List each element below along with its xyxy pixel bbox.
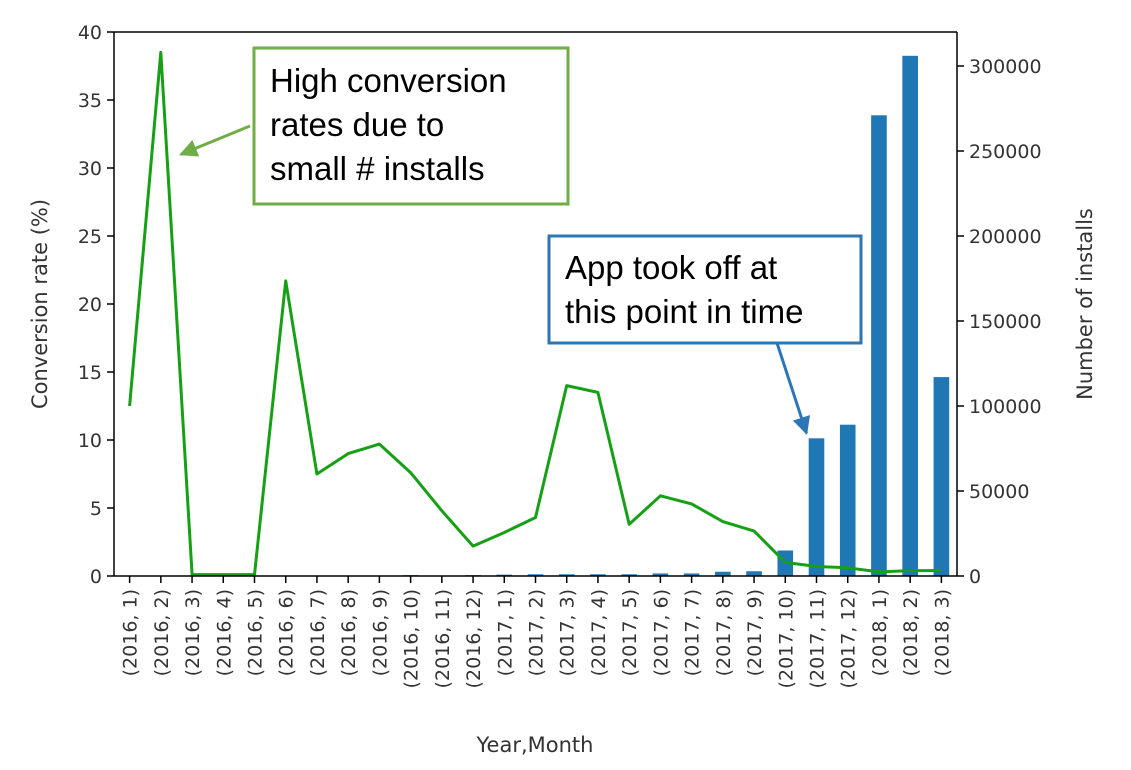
x-tick-label: (2016, 3) xyxy=(182,589,204,676)
annotation-arrow xyxy=(179,124,251,157)
x-tick-label: (2017, 2) xyxy=(526,589,548,676)
x-tick-label: (2017, 7) xyxy=(682,589,704,676)
annotation-text-line: this point in time xyxy=(565,293,803,330)
x-tick-label: (2016, 5) xyxy=(245,589,267,676)
left-y-tick-label: 30 xyxy=(78,158,102,180)
x-tick-label: (2018, 2) xyxy=(900,589,922,676)
x-tick-label: (2016, 7) xyxy=(307,589,329,676)
x-tick-label: (2017, 12) xyxy=(838,589,860,688)
annotation-box xyxy=(252,46,570,206)
annotations: High conversion rates due to small # insta… xyxy=(179,46,863,435)
left-y-tick-label: 20 xyxy=(78,294,102,316)
left-y-tick-label: 35 xyxy=(78,90,102,112)
right-y-axis-title: Number of installs xyxy=(1073,208,1097,400)
x-tick-label: (2016, 11) xyxy=(432,589,454,688)
x-tick-label: (2017, 3) xyxy=(557,589,579,676)
x-tick-label: (2016, 6) xyxy=(276,589,298,676)
x-tick-label: (2016, 8) xyxy=(338,589,360,676)
annotation-text-line: rates due to xyxy=(270,106,444,143)
installs-bar xyxy=(715,571,731,576)
x-tick-label: (2017, 1) xyxy=(494,589,516,676)
installs-bar xyxy=(652,573,669,576)
installs-bar xyxy=(902,55,918,577)
installs-bar xyxy=(839,424,856,576)
installs-bars xyxy=(402,55,950,577)
installs-bar xyxy=(871,115,887,577)
x-tick-label: (2017, 4) xyxy=(588,589,610,676)
x-tick-label: (2016, 12) xyxy=(463,589,485,688)
x-tick-label: (2016, 1) xyxy=(120,589,142,676)
annotation-box xyxy=(547,234,863,345)
left-y-tick-label: 15 xyxy=(78,362,102,384)
right-y-tick-label: 200000 xyxy=(969,226,1042,248)
x-tick-label: (2017, 6) xyxy=(650,589,672,676)
right-y-tick-label: 50000 xyxy=(969,481,1029,503)
installs-bar xyxy=(590,574,606,576)
x-tick-label: (2017, 5) xyxy=(619,589,641,676)
x-tick-label: (2016, 9) xyxy=(369,589,391,676)
right-y-tick-label: 100000 xyxy=(969,396,1042,418)
conversion-rate-line-group xyxy=(128,50,942,577)
annotation-text-line: small # installs xyxy=(270,150,485,187)
x-tick-label: (2017, 9) xyxy=(744,589,766,676)
x-tick-label: (2017, 8) xyxy=(713,589,735,676)
x-tick-labels: (2016, 1) (2016, 2) (2016, 3) (2016, 4) (201… xyxy=(120,576,953,688)
left-y-tick-label: 25 xyxy=(78,226,102,248)
x-tick-label: (2018, 1) xyxy=(869,589,891,676)
x-tick-label: (2018, 3) xyxy=(931,589,953,676)
left-y-tick-label: 10 xyxy=(78,430,102,452)
annotation-arrow xyxy=(775,342,811,435)
installs-bar xyxy=(683,573,700,576)
conversion-rate-line xyxy=(128,50,942,577)
x-tick-label: (2017, 10) xyxy=(775,589,797,688)
annotation-text-line: High conversion xyxy=(270,62,507,99)
installs-bar xyxy=(933,377,950,576)
x-axis-title: Year,Month xyxy=(476,733,594,757)
installs-bar xyxy=(808,438,825,576)
x-tick-label: (2016, 4) xyxy=(213,589,235,676)
left-y-tick-label: 40 xyxy=(78,22,102,44)
left-y-axis-title: Conversion rate (%) xyxy=(28,199,52,409)
left-y-tick-label: 0 xyxy=(90,566,102,588)
installs-bar xyxy=(527,574,544,576)
installs-bar xyxy=(746,571,762,576)
right-y-tick-label: 0 xyxy=(969,566,981,588)
x-tick-label: (2017, 11) xyxy=(807,589,829,688)
right-y-tick-label: 250000 xyxy=(969,141,1042,163)
x-tick-label: (2016, 2) xyxy=(151,589,173,676)
x-tick-label: (2016, 10) xyxy=(401,589,423,688)
left-y-tick-label: 5 xyxy=(90,498,102,520)
annotation-text-line: App took off at xyxy=(565,249,777,286)
right-y-tick-label: 300000 xyxy=(969,56,1042,78)
installs-bar xyxy=(621,574,637,576)
installs-bar xyxy=(558,574,575,576)
right-y-tick-label: 150000 xyxy=(969,311,1042,333)
